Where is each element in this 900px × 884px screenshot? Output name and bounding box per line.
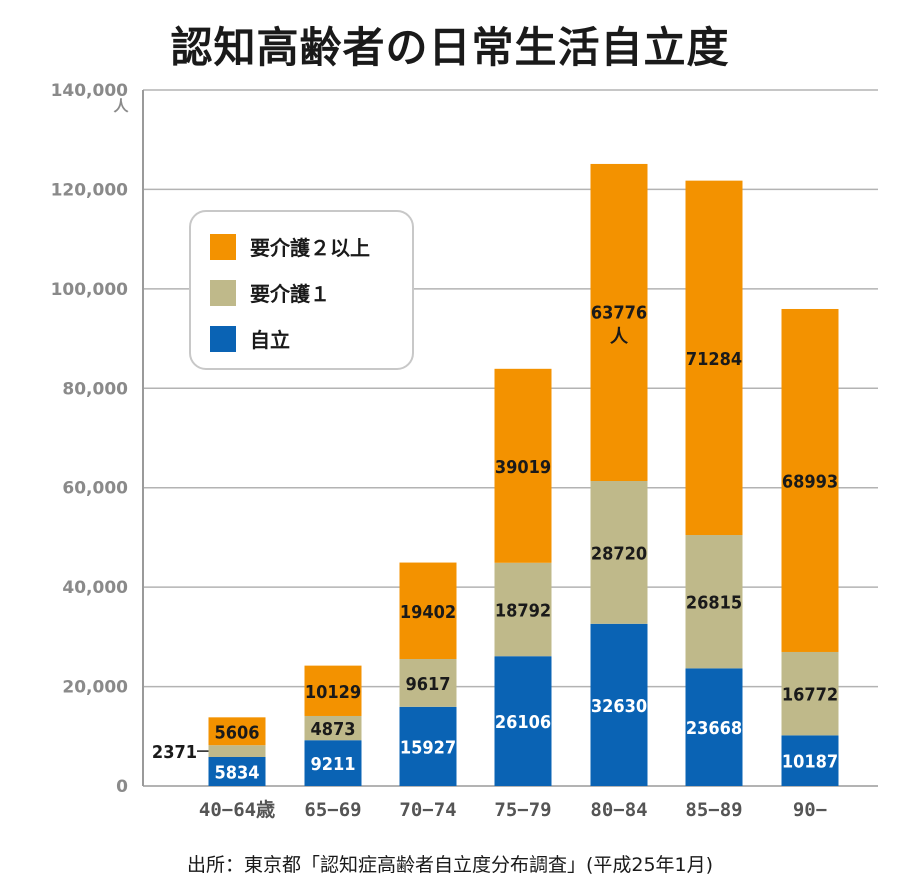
legend-swatch <box>210 234 236 260</box>
y-tick-label: 100,000 <box>51 280 129 300</box>
bar-segment <box>494 368 552 563</box>
data-label: 28720 <box>591 543 647 564</box>
data-label: 15927 <box>400 737 456 758</box>
data-label: 5606 <box>214 722 259 743</box>
y-tick-label: 120,000 <box>51 180 129 200</box>
data-label: 26815 <box>686 593 742 614</box>
data-label: 32630 <box>591 696 647 717</box>
data-label: 9211 <box>310 754 355 775</box>
x-tick-label: 85−89 <box>685 799 742 821</box>
y-tick-label: 0 <box>116 777 128 797</box>
bar-segment <box>590 163 648 482</box>
bars: 5834 5606 9211 4873 10129 15927 9617 19402 26106… <box>152 163 839 786</box>
bar-segment <box>781 735 839 786</box>
bar-segment <box>590 481 648 624</box>
bar-segment <box>781 651 839 736</box>
x-tick-label: 75−79 <box>494 799 551 821</box>
bar-segment <box>399 706 457 786</box>
callout-label: 2371 <box>152 742 197 763</box>
data-label: 10187 <box>782 752 838 773</box>
legend-swatch <box>210 326 236 352</box>
x-tick-label: 65−69 <box>304 799 361 821</box>
data-label: 68993 <box>782 471 838 492</box>
x-tick-label: 70−74 <box>399 799 456 821</box>
legend-label: 要介護２以上 <box>250 236 370 260</box>
data-label: 39019 <box>495 457 551 478</box>
data-label: 18792 <box>495 601 551 622</box>
data-label: 71284 <box>686 349 742 370</box>
data-label: 23668 <box>686 718 742 739</box>
legend-swatch <box>210 280 236 306</box>
y-tick-label: 80,000 <box>62 379 128 399</box>
bar-segment <box>208 745 266 757</box>
bar-segment <box>781 308 839 652</box>
legend-label: 要介護１ <box>250 282 330 306</box>
data-label: 5834 <box>214 762 259 783</box>
bar-segment <box>208 717 266 746</box>
y-tick-label: 20,000 <box>62 678 128 698</box>
y-tick-label: 140,000 <box>51 81 129 101</box>
y-unit-label: 人 <box>113 97 129 115</box>
bar-segment <box>494 562 552 657</box>
bar-segment <box>494 656 552 786</box>
bar-segment <box>208 756 266 786</box>
data-label: 10129 <box>305 682 361 703</box>
data-label: 19402 <box>400 602 456 623</box>
legend-label: 自立 <box>250 328 290 352</box>
bar-segment <box>590 623 648 786</box>
bar-segment <box>304 665 362 716</box>
y-tick-labels: 0 20,000 40,000 60,000 80,000 100,000 120,000 1… <box>51 81 129 797</box>
data-unit-label: 人 <box>610 326 629 347</box>
x-tick-labels: 40−64歳 65−69 70−74 75−79 80−84 85−89 90− <box>199 799 827 821</box>
bar-segment <box>304 740 362 786</box>
data-label: 26106 <box>495 712 551 733</box>
chart-title: 認知高齢者の日常生活自立度 <box>170 23 730 72</box>
source-note: 出所：東京都「認知症高齢者自立度分布調査」(平成25年1月) <box>186 854 714 876</box>
bar-segment <box>685 535 743 669</box>
legend-box <box>189 210 414 370</box>
data-label: 16772 <box>782 685 838 706</box>
bar-segment <box>399 562 457 660</box>
x-tick-label: 40−64歳 <box>199 799 275 821</box>
data-label: 63776 <box>591 302 647 323</box>
bar-segment <box>399 659 457 707</box>
y-tick-label: 40,000 <box>62 578 128 598</box>
bar-segment <box>685 668 743 786</box>
x-tick-label: 80−84 <box>590 799 647 821</box>
bar-segment <box>304 715 362 741</box>
x-tick-label: 90− <box>793 799 827 821</box>
y-tick-label: 60,000 <box>62 479 128 499</box>
data-label: 4873 <box>310 719 355 740</box>
bar-segment <box>685 180 743 536</box>
data-label: 9617 <box>405 674 450 695</box>
